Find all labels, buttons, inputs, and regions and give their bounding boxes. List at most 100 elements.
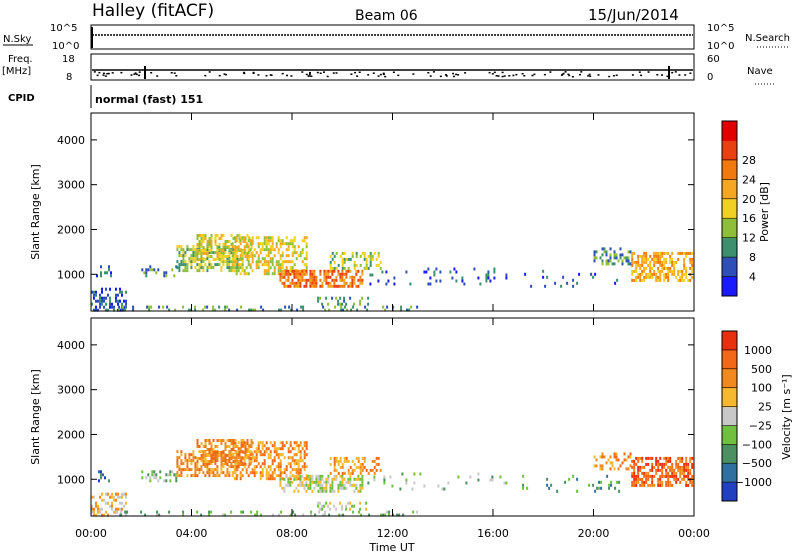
colorbar-swatch [722,257,737,277]
heatmap-cell [673,468,676,472]
heatmap-cell [637,275,640,279]
heatmap-cell [375,263,378,267]
heatmap-cell [351,275,354,279]
heatmap-cell [186,269,189,273]
heatmap-cell [251,236,254,240]
heatmap-cell [499,475,502,479]
heatmap-cell [323,275,326,279]
heatmap-cell [310,510,313,514]
heatmap-cell [95,299,97,303]
heatmap-cell [319,272,322,276]
heatmap-cell [327,504,330,508]
heatmap-cell [663,263,666,267]
heatmap-cell [635,278,638,282]
heatmap-cell [241,257,244,261]
heatmap-cell [235,260,238,264]
heatmap-cell [319,284,322,288]
heatmap-cell [657,480,660,484]
heatmap-cell [615,452,618,456]
heatmap-cell [321,281,324,285]
heatmap-cell [279,441,282,445]
heatmap-cell [204,454,207,457]
heatmap-cell [190,266,193,270]
nave-dot [501,71,504,74]
heatmap-cell [631,474,634,478]
heatmap-cell [271,242,274,246]
heatmap-cell [359,471,362,475]
heatmap-cell [245,456,248,460]
heatmap-cell [560,284,563,288]
heatmap-cell [313,269,316,273]
heatmap-cell [233,236,236,240]
nave-dot [674,71,677,73]
heatmap-cell [301,480,304,484]
heatmap-cell [291,281,294,285]
heatmap-cell [405,478,408,482]
heatmap-cell [285,242,288,246]
heatmap-cell [275,245,278,249]
heatmap-cell [228,245,231,249]
heatmap-cell [349,284,352,288]
heatmap-cell [241,260,244,264]
heatmap-cell [661,468,664,472]
heatmap-cell [322,305,325,309]
heatmap-cell [212,308,215,312]
heatmap-cell [321,474,324,478]
heatmap-cell [247,465,250,469]
nave-dot [564,71,567,73]
heatmap-cell [339,480,342,484]
heatmap-cell [349,465,352,469]
heatmap-cell [681,456,684,460]
heatmap-cell [633,480,636,484]
heatmap-cell [228,248,231,252]
heatmap-cell [233,257,236,261]
heatmap-cell [214,457,217,460]
heatmap-cell [689,459,692,463]
heatmap-cell [226,445,229,448]
heatmap-cell [327,284,330,288]
heatmap-cell [572,474,575,478]
heatmap-cell [99,495,101,499]
heatmap-cell [255,260,258,264]
heatmap-cell [279,465,282,469]
heatmap-cell [239,236,242,240]
heatmap-cell [607,262,610,266]
heatmap-cell [542,275,545,279]
heatmap-cell [335,468,338,472]
heatmap-cell [669,254,672,258]
heatmap-cell [353,489,356,493]
heatmap-cell [457,475,460,479]
heatmap-cell [357,465,360,469]
heatmap-cell [117,308,119,312]
heatmap-cell [278,513,281,517]
heatmap-cell [297,471,300,475]
heatmap-cell [250,308,253,312]
heatmap-cell [335,296,338,300]
heatmap-cell [259,471,262,475]
heatmap-cell [202,240,205,243]
heatmap-cell [341,266,344,270]
heatmap-cell [365,257,368,261]
heatmap-cell [267,260,270,264]
heatmap-cell [301,465,304,469]
nave-dot [96,74,99,77]
heatmap-cell [379,468,382,472]
heatmap-cell [218,451,221,454]
heatmap-cell [341,474,344,478]
nave-dot [379,73,382,76]
heatmap-cell [610,480,613,484]
heatmap-cell [265,272,268,276]
colorbar-tick-label: 28 [742,154,756,167]
heatmap-cell [337,459,340,463]
heatmap-cell [182,254,185,258]
heatmap-cell [325,489,328,493]
heatmap-cell [687,462,690,466]
heatmap-cell [109,305,111,309]
heatmap-cell [218,254,221,258]
heatmap-cell [259,453,262,457]
heatmap-cell [299,281,302,285]
heatmap-cell [190,257,193,261]
heatmap-cell [259,251,262,255]
heatmap-cell [188,453,191,457]
heatmap-cell [271,459,274,463]
